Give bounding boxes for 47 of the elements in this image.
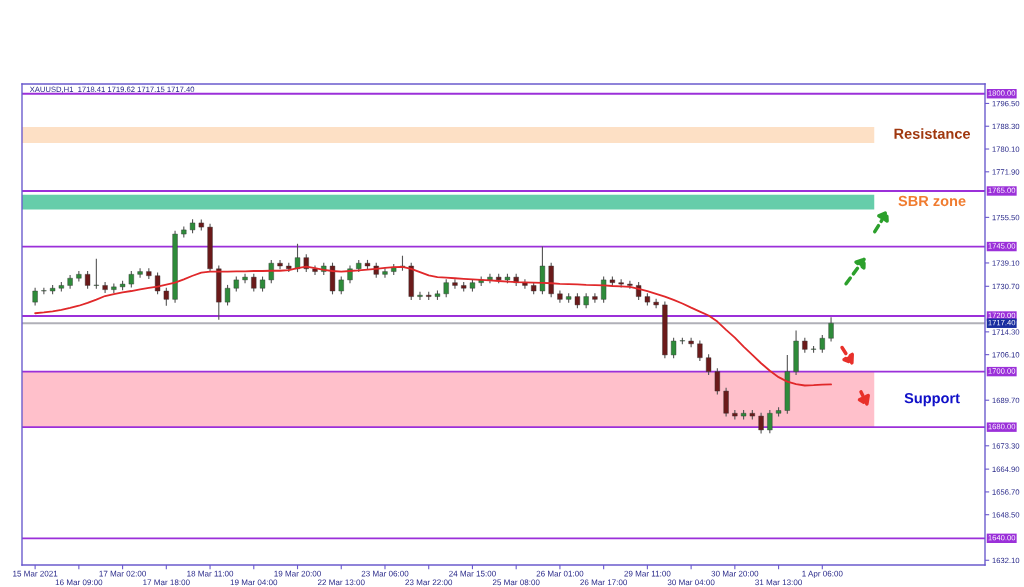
- candlestick: [102, 281, 108, 294]
- candlestick: [522, 278, 528, 290]
- x-tick-label: 23 Mar 22:00: [405, 579, 453, 586]
- candlestick: [163, 287, 169, 307]
- candlestick: [697, 339, 703, 362]
- x-tick-label: 22 Mar 13:00: [317, 579, 365, 586]
- x-tick-label: 26 Mar 17:00: [580, 579, 628, 586]
- x-tick-label: 31 Mar 13:00: [755, 579, 802, 586]
- x-tick-label: 25 Mar 08:00: [492, 579, 540, 586]
- band-label: Resistance: [894, 128, 971, 139]
- candlestick: [767, 409, 773, 434]
- candlestick: [828, 316, 834, 343]
- candlestick: [41, 287, 47, 295]
- x-tick-label: 16 Mar 09:00: [55, 579, 103, 586]
- band-label: SBR zone: [898, 195, 966, 207]
- candlestick: [137, 267, 143, 279]
- x-tick-label: 24 Mar 15:00: [449, 570, 496, 577]
- x-tick-label: 1 Apr 06:00: [802, 570, 843, 579]
- candlestick: [601, 276, 607, 304]
- candlestick: [312, 264, 318, 276]
- candlestick: [758, 412, 764, 435]
- x-tick-label: 17 Mar 18:00: [143, 579, 190, 586]
- candlestick: [93, 258, 99, 290]
- candlestick: [76, 270, 82, 283]
- candlestick: [671, 337, 677, 359]
- candlestick: [723, 387, 729, 418]
- x-tick-label: 19 Mar 20:00: [274, 570, 321, 577]
- candlestick: [452, 278, 458, 290]
- candlestick: [224, 284, 231, 307]
- candlestick: [382, 267, 388, 279]
- candlestick: [592, 292, 598, 304]
- band-label: Support: [904, 392, 960, 407]
- candlestick: [705, 353, 712, 376]
- x-tick-label: 26 Mar 01:00: [536, 570, 584, 577]
- x-tick-label: 19 Mar 04:00: [230, 579, 278, 586]
- x-tick-label: 30 Mar 20:00: [711, 570, 759, 577]
- x-tick-label: 17 Mar 02:00: [99, 570, 147, 577]
- candlestick: [714, 367, 720, 395]
- x-tick-label: 23 Mar 06:00: [361, 570, 409, 577]
- candlestick: [417, 291, 423, 301]
- x-tick-label: 29 Mar 11:00: [624, 570, 671, 577]
- candlestick: [294, 243, 301, 273]
- x-tick-label: 30 Mar 04:00: [667, 579, 715, 586]
- x-tick-label: 15 Mar 2021: [13, 570, 58, 577]
- x-tick-label: 18 Mar 11:00: [187, 570, 234, 577]
- candlestick: [277, 259, 283, 270]
- candlestick: [688, 337, 694, 348]
